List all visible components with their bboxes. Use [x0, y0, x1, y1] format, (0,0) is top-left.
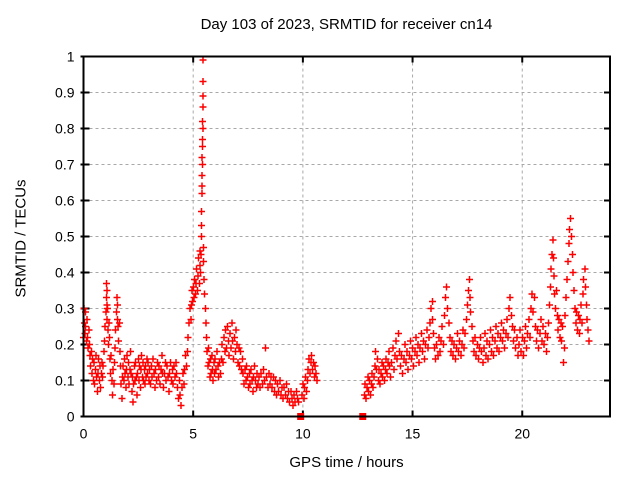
y-tick-label: 0.1 — [55, 373, 75, 389]
y-tick-label: 1 — [67, 49, 75, 65]
plot-frame — [82, 55, 611, 418]
x-tick-label: 10 — [295, 426, 311, 442]
y-tick-label: 0.7 — [55, 157, 75, 173]
y-tick-label: 0 — [67, 409, 75, 425]
scatter-points-SRMTID — [80, 56, 593, 409]
y-tick-label: 0.6 — [55, 193, 75, 209]
y-tick-label: 0.9 — [55, 85, 75, 101]
x-axis-title: GPS time / hours — [289, 454, 404, 471]
y-tick-label: 0.5 — [55, 229, 75, 245]
x-tick-label: 20 — [514, 426, 530, 442]
y-tick-label: 0.2 — [55, 337, 75, 353]
x-tick-label: 5 — [189, 426, 197, 442]
y-tick-label: 0.8 — [55, 121, 75, 137]
chart-title: Day 103 of 2023, SRMTID for receiver cn1… — [200, 16, 493, 33]
y-tick-label: 0.4 — [55, 265, 75, 281]
tick-labels: 0 5 10 15 20 0 0.1 0.2 0.3 0.4 0.5 0.6 0.7 0.8 0.9 1 — [55, 49, 530, 442]
x-tick-label: 0 — [80, 426, 88, 442]
x-tick-label: 15 — [405, 426, 421, 442]
y-tick-label: 0.3 — [55, 301, 75, 317]
